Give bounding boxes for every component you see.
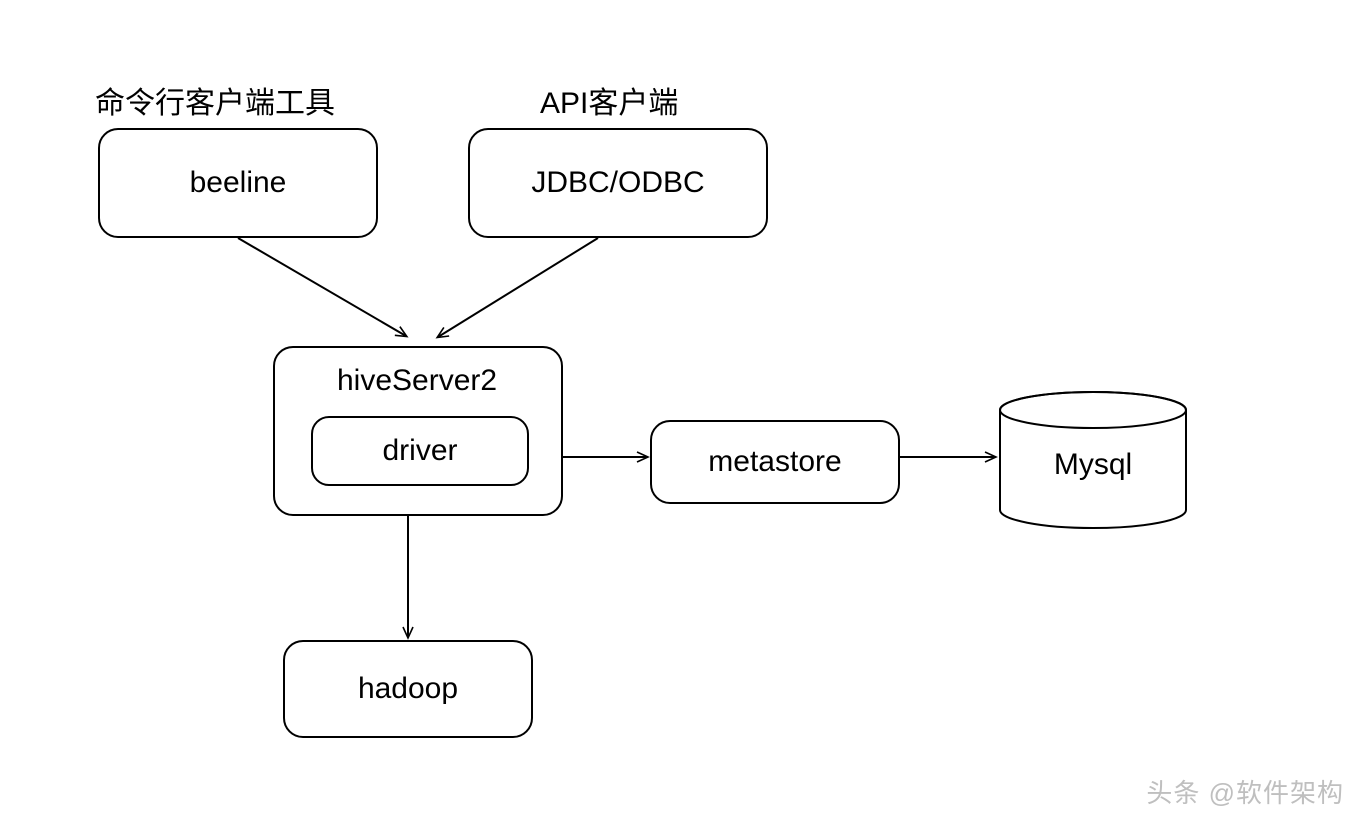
node-hiveserver2: hiveServer2 driver (273, 346, 563, 516)
header-cli-label: 命令行客户端工具 (95, 78, 335, 122)
node-jdbc-odbc: JDBC/ODBC (468, 128, 768, 238)
node-hiveserver2-title: hiveServer2 (337, 364, 497, 398)
node-driver-label: driver (382, 434, 457, 468)
node-hadoop-label: hadoop (358, 672, 458, 706)
node-beeline: beeline (98, 128, 378, 238)
node-metastore-label: metastore (708, 445, 841, 479)
node-metastore: metastore (650, 420, 900, 504)
node-beeline-label: beeline (190, 166, 287, 200)
edge-beeline-hiveserver2 (238, 238, 406, 336)
node-mysql-label: Mysql (998, 448, 1188, 482)
node-jdbc-odbc-label: JDBC/ODBC (531, 166, 704, 200)
node-driver: driver (311, 416, 529, 486)
node-hadoop: hadoop (283, 640, 533, 738)
node-mysql: Mysql (998, 390, 1188, 530)
watermark-text: 头条 @软件架构 (1146, 773, 1344, 810)
header-api-label: API客户端 (540, 78, 678, 122)
edge-jdbc-hiveserver2 (438, 238, 598, 337)
